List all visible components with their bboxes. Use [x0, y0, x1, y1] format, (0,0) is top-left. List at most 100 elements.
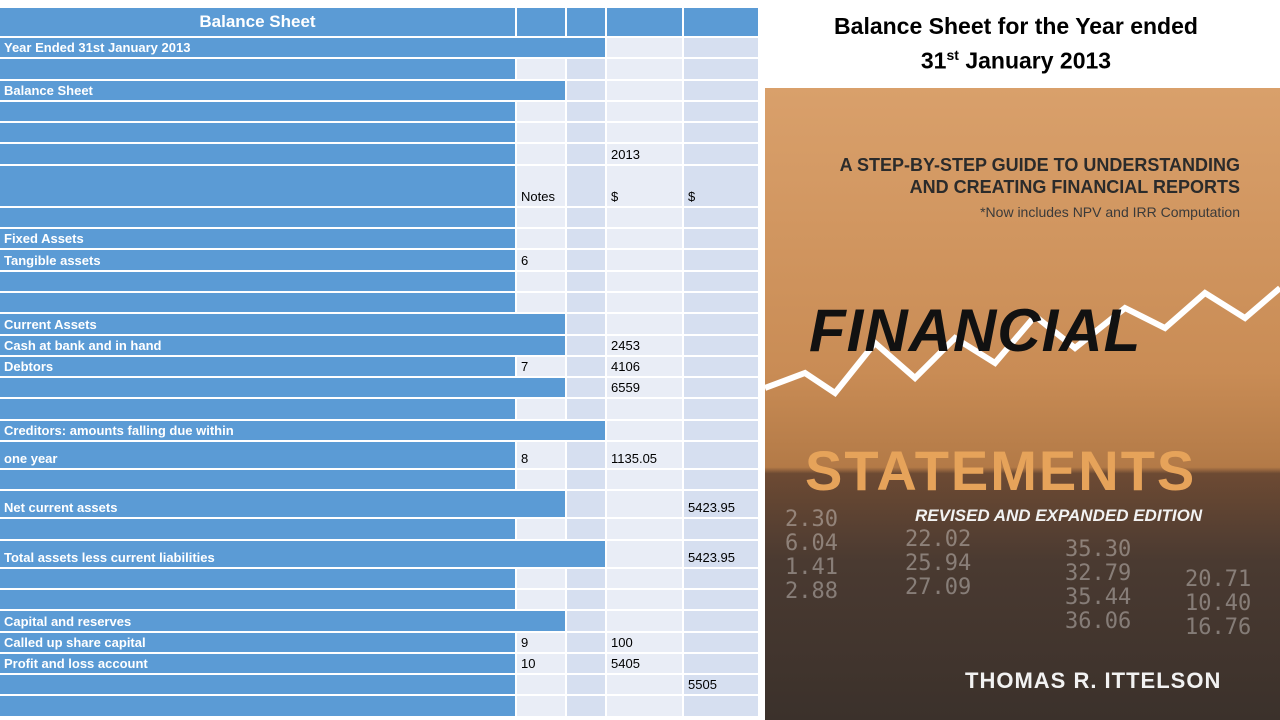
- row-amount: 6559: [607, 378, 684, 400]
- row-label: [0, 378, 567, 400]
- row-label: [0, 59, 517, 81]
- row-notes: [517, 696, 567, 718]
- table-row: [0, 101, 760, 124]
- book-cover-image: 2.30 6.04 1.41 2.88 22.02 25.94 27.09 35…: [765, 88, 1280, 720]
- row-cell: [567, 271, 607, 293]
- row-cell: [567, 632, 607, 654]
- table-row: 5505: [0, 675, 760, 697]
- table-row: [0, 292, 760, 315]
- row-amount: [607, 470, 684, 492]
- row-label: Called up share capital: [0, 632, 517, 654]
- row-label: [0, 589, 517, 612]
- row-label: [0, 675, 517, 697]
- row-amount: [607, 399, 684, 421]
- row-cell: [567, 442, 607, 471]
- table-row: Balance Sheet: [0, 80, 760, 102]
- row-notes: [517, 568, 567, 590]
- row-total: [684, 378, 760, 400]
- row-cell: [567, 165, 607, 208]
- page-heading: Balance Sheet for the Year ended 31st Ja…: [766, 12, 1266, 76]
- cover-title-statements: STATEMENTS: [805, 439, 1197, 502]
- row-cell: [567, 675, 607, 697]
- table-header-cell: [684, 8, 760, 38]
- cover-author: THOMAS R. ITTELSON: [965, 668, 1222, 693]
- row-notes: [517, 59, 567, 81]
- table-row: Capital and reserves: [0, 611, 760, 633]
- balance-sheet-table: Balance Sheet Year Ended 31st January 20…: [0, 8, 760, 718]
- table-row: 2013: [0, 144, 760, 166]
- row-cell: [567, 378, 607, 400]
- table-row: Debtors 7 4106: [0, 356, 760, 379]
- row-notes: [517, 589, 567, 612]
- row-total: [684, 399, 760, 421]
- table-row: [0, 470, 760, 492]
- row-cell: [567, 519, 607, 541]
- table-row: [0, 589, 760, 612]
- row-notes: 6: [517, 250, 567, 272]
- row-total: 5505: [684, 675, 760, 697]
- row-total: [684, 38, 760, 60]
- table-row: Cash at bank and in hand 2453: [0, 335, 760, 357]
- row-total: [684, 589, 760, 612]
- row-amount: [607, 568, 684, 590]
- row-total: [684, 335, 760, 357]
- row-amount: [607, 229, 684, 251]
- row-total: [684, 144, 760, 166]
- row-total: [684, 250, 760, 272]
- table-row: [0, 123, 760, 145]
- row-cell: [567, 653, 607, 676]
- row-label: Total assets less current liabilities: [0, 540, 607, 569]
- row-total: [684, 519, 760, 541]
- row-total: [684, 123, 760, 145]
- row-amount: [607, 271, 684, 293]
- row-amount: [607, 589, 684, 612]
- row-notes: [517, 207, 567, 230]
- row-amount: 5405: [607, 653, 684, 676]
- row-amount: [607, 491, 684, 520]
- row-notes: Notes: [517, 165, 567, 208]
- row-cell: [567, 250, 607, 272]
- row-label: Fixed Assets: [0, 229, 517, 251]
- row-label: [0, 123, 517, 145]
- table-header-title: Balance Sheet: [0, 8, 517, 38]
- table-row: Profit and loss account 10 5405: [0, 653, 760, 676]
- row-label: [0, 207, 517, 230]
- row-amount: 2013: [607, 144, 684, 166]
- row-label: [0, 568, 517, 590]
- row-total: $: [684, 165, 760, 208]
- row-notes: [517, 675, 567, 697]
- row-notes: 8: [517, 442, 567, 471]
- row-cell: [567, 589, 607, 612]
- row-amount: [607, 314, 684, 336]
- row-cell: [567, 356, 607, 379]
- row-total: [684, 271, 760, 293]
- cover-tagline: A STEP-BY-STEP GUIDE TO UNDERSTANDING AN…: [839, 155, 1240, 197]
- table-row: [0, 59, 760, 81]
- table-row: Called up share capital 9 100: [0, 632, 760, 654]
- row-cell: [567, 335, 607, 357]
- table-header-cell: [607, 8, 684, 38]
- row-cell: [567, 470, 607, 492]
- row-amount: $: [607, 165, 684, 208]
- row-total: [684, 568, 760, 590]
- row-total: [684, 80, 760, 102]
- row-total: [684, 207, 760, 230]
- row-notes: [517, 101, 567, 124]
- row-amount: 2453: [607, 335, 684, 357]
- row-label: Debtors: [0, 356, 517, 379]
- table-row: Tangible assets 6: [0, 250, 760, 272]
- row-total: [684, 611, 760, 633]
- table-row: one year 8 1135.05: [0, 442, 760, 471]
- row-amount: 4106: [607, 356, 684, 379]
- row-total: [684, 470, 760, 492]
- table-row: Notes $ $: [0, 165, 760, 208]
- table-row: [0, 519, 760, 541]
- row-label: Creditors: amounts falling due within: [0, 420, 607, 443]
- row-total: [684, 696, 760, 718]
- row-label: [0, 165, 517, 208]
- table-row: 6559: [0, 378, 760, 400]
- row-amount: [607, 420, 684, 443]
- row-amount: [607, 250, 684, 272]
- row-label: Year Ended 31st January 2013: [0, 38, 607, 60]
- row-amount: [607, 38, 684, 60]
